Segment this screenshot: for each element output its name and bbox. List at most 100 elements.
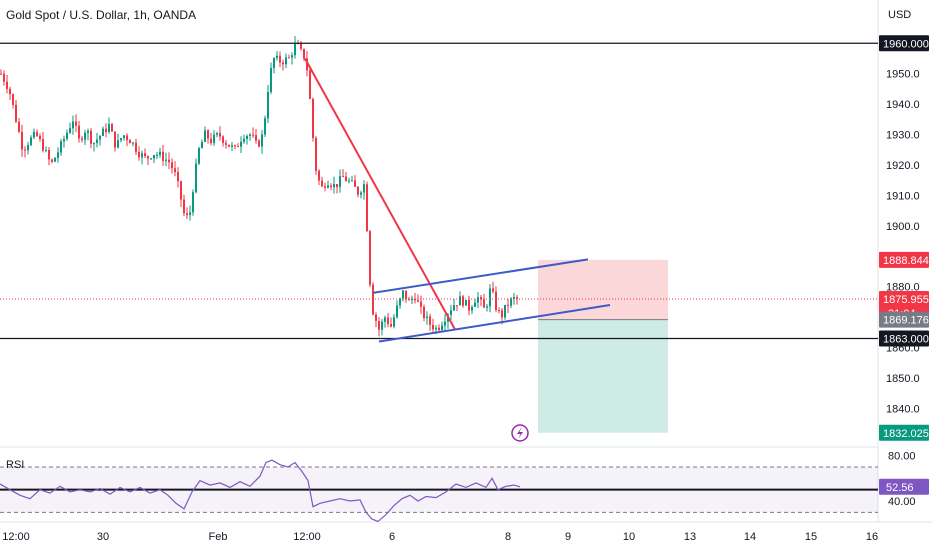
candle-body [345, 176, 347, 182]
currency-label: USD [888, 9, 911, 21]
candle-body [504, 304, 506, 318]
candle-body [390, 323, 392, 327]
candle-body [366, 184, 368, 232]
price-tag-label: 1832.025 [883, 428, 929, 440]
candle-body [501, 310, 503, 318]
candle-body [429, 316, 431, 325]
candle-body [450, 310, 452, 315]
candle-body [33, 131, 35, 138]
candle-body [204, 130, 206, 142]
candle-body [216, 133, 218, 135]
candle-body [153, 154, 155, 159]
channel-lower-line[interactable] [378, 304, 611, 343]
candle-body [258, 140, 260, 147]
candle-body [357, 186, 359, 195]
candle-body [402, 290, 404, 299]
candle-body [99, 135, 101, 140]
candle-body [249, 134, 251, 136]
channel-upper-line[interactable] [372, 258, 589, 294]
candle-body [219, 133, 221, 137]
candle-body [240, 141, 242, 147]
candle-body [57, 152, 59, 158]
candle-body [117, 140, 119, 148]
price-tick-label: 1900.0 [886, 221, 920, 233]
candle-body [27, 145, 29, 151]
price-tick-label: 1850.0 [886, 373, 920, 385]
time-tick-label: 16 [866, 531, 878, 543]
candle-body [225, 142, 227, 145]
candle-body [9, 88, 11, 95]
candle-body [321, 180, 323, 187]
time-tick-label: 8 [505, 531, 511, 543]
candle-body [399, 298, 401, 306]
candle-body [180, 181, 182, 200]
price-tag-1 [879, 251, 929, 268]
time-tick-label: 9 [565, 531, 571, 543]
candle-body [264, 118, 266, 135]
candle-body [351, 180, 353, 182]
candle-body [237, 146, 239, 148]
candle-body [273, 58, 275, 69]
rsi-value-tag [879, 478, 929, 495]
candle-body [435, 327, 437, 330]
candle-body [84, 132, 86, 140]
candle-body [471, 306, 473, 311]
candle-body [3, 73, 5, 82]
candle-body [105, 128, 107, 133]
candle-body [426, 316, 428, 319]
candle-body [120, 138, 122, 141]
time-tick-label: 10 [623, 531, 635, 543]
candle-body [369, 231, 371, 285]
candle-body [108, 123, 110, 133]
candle-body [135, 142, 137, 152]
candle-body [480, 297, 482, 300]
candle-body [453, 305, 455, 311]
candle-body [387, 317, 389, 324]
candle-body [36, 131, 38, 136]
time-tick-label: Feb [209, 531, 228, 543]
candle-body [192, 192, 194, 213]
candle-body [24, 149, 26, 151]
candle-body [276, 55, 278, 59]
candle-body [21, 131, 23, 150]
candle-body [441, 325, 443, 331]
candle-body [360, 192, 362, 195]
candle-body [42, 139, 44, 151]
flash-event-icon[interactable] [511, 424, 529, 442]
candle-body [63, 138, 65, 142]
candle-body [90, 130, 92, 144]
candle-body [396, 305, 398, 318]
candle-body [354, 180, 356, 187]
candle-body [12, 94, 14, 105]
candle-body [60, 141, 62, 153]
downtrend-line[interactable] [304, 57, 456, 330]
candle-body [51, 159, 53, 162]
candle-body [210, 138, 212, 144]
stop-zone[interactable] [538, 259, 668, 320]
candle-body [162, 151, 164, 161]
rsi-tick-label: 40.00 [888, 496, 916, 508]
time-tick-label: 12:00 [293, 531, 321, 543]
candle-body [423, 306, 425, 319]
candle-body [417, 300, 419, 302]
candle-body [213, 134, 215, 144]
candle-body [252, 134, 254, 136]
candle-body [381, 321, 383, 330]
time-tick-label: 13 [684, 531, 696, 543]
candle-body [405, 290, 407, 300]
candle-body [303, 48, 305, 59]
candle-body [6, 81, 8, 89]
time-tick-label: 12:00 [2, 531, 30, 543]
price-tag-0 [879, 35, 929, 52]
rsi-tick-label: 80.00 [888, 451, 916, 463]
candle-body [141, 153, 143, 158]
rsi-line [0, 459, 521, 523]
target-zone[interactable] [538, 319, 668, 433]
candle-body [195, 163, 197, 193]
candle-body [456, 305, 458, 307]
candle-body [138, 151, 140, 158]
price-tick-label: 1920.0 [886, 160, 920, 172]
price-tick-label: 1940.0 [886, 99, 920, 111]
candle-body [102, 128, 104, 136]
